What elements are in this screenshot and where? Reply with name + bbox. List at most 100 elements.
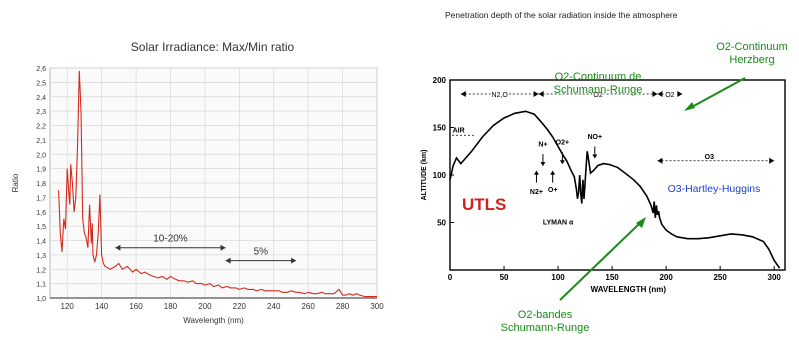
left-y-tick-label: 1,5 [36, 224, 46, 231]
o2-schumann-runge-continuum-label: O2-Continuum de [555, 71, 642, 83]
left-x-tick-label: 180 [164, 302, 178, 311]
bandes-arrow [559, 222, 641, 301]
ion-arrowhead [550, 170, 556, 175]
right-x-tick-label: 0 [448, 273, 453, 282]
annotation-label: 10-20% [153, 234, 188, 245]
left-x-tick-label: 220 [233, 302, 247, 311]
right-x-tick-label: 50 [500, 273, 509, 282]
altitude-curve [449, 110, 781, 269]
herzberg-arrowhead [684, 102, 695, 111]
ion-arrowhead [540, 162, 546, 167]
inner-label: N+ [538, 142, 547, 149]
right-chart-series [449, 110, 781, 269]
ion-arrowhead [533, 170, 539, 175]
right-plot-frame [449, 79, 786, 271]
annotation-arrow-head-right [220, 244, 226, 251]
o2-herzberg-label: O2-Continuum [716, 41, 788, 53]
left-x-axis-label: Wavelength (nm) [183, 316, 244, 325]
range-arrow-left [538, 91, 544, 97]
range-label: O2 [665, 92, 674, 99]
right-y-tick-label: 50 [437, 219, 446, 228]
inner-label: NO+ [588, 134, 603, 141]
right-y-tick-label: 100 [433, 171, 447, 180]
range-arrow-right [652, 91, 658, 97]
right-chart-ticks: 0 50 100 150 200 250 300 50 100 150 200 [433, 76, 782, 282]
left-y-tick-label: 1,4 [36, 239, 46, 246]
inner-label: O+ [548, 187, 558, 194]
left-y-tick-label: 1,0 [36, 296, 46, 303]
range-arrow-left [657, 91, 663, 97]
bandes-arrowhead [636, 217, 646, 228]
left-y-tick-label: 1,3 [36, 253, 46, 260]
o2-bandes-schumann-runge-label: O2-bandes [518, 309, 573, 321]
o3-arrow-left [657, 157, 663, 164]
right-y-tick-label: 150 [433, 124, 447, 133]
left-x-tick-label: 120 [61, 302, 75, 311]
range-arrow-right [677, 91, 683, 97]
left-x-tick-label: 200 [198, 302, 212, 311]
ion-arrowhead [592, 154, 598, 159]
right-chart-title: Penetration depth of the solar radiation… [445, 10, 678, 20]
left-y-tick-label: 1,9 [36, 167, 46, 174]
right-chart-overlays: O2-Continuum deSchumann-RungeO2-Continuu… [462, 41, 788, 334]
range-arrow-left [460, 91, 466, 97]
left-y-tick-label: 1,8 [36, 181, 46, 188]
right-x-tick-label: 250 [713, 273, 727, 282]
range-label: O2 [593, 92, 602, 99]
o2-schumann-runge-continuum-label: Schumann-Runge [554, 84, 643, 96]
left-y-tick-label: 1,2 [36, 267, 46, 274]
utls-label: UTLS [462, 195, 506, 214]
range-label: N2,O [492, 92, 509, 99]
left-x-tick-label: 260 [301, 302, 315, 311]
left-y-tick-label: 2,2 [36, 124, 46, 131]
o2-herzberg-label: Herzberg [729, 54, 774, 66]
left-x-tick-label: 280 [336, 302, 350, 311]
inner-label: LYMAN α [543, 219, 574, 226]
left-y-tick-label: 2,3 [36, 109, 46, 116]
o2-bandes-schumann-runge-label: Schumann-Runge [501, 322, 590, 334]
inner-label: N2+ [530, 189, 543, 196]
left-chart-annotations: 10-20% 5% [115, 234, 297, 264]
left-y-tick-label: 2,4 [36, 95, 46, 102]
right-x-tick-label: 300 [768, 273, 782, 282]
right-x-tick-label: 100 [551, 273, 565, 282]
o3-hartley-huggins-label: O3-Hartley-Huggins [668, 183, 761, 195]
right-x-tick-label: 200 [659, 273, 673, 282]
left-chart-title: Solar Irradiance: Max/Min ratio [130, 40, 295, 54]
annotation-label: 5% [254, 247, 269, 258]
left-y-tick-label: 2,6 [36, 66, 46, 73]
left-x-tick-label: 300 [370, 302, 384, 311]
inner-label: AIR [453, 127, 465, 134]
left-y-tick-label: 1,1 [36, 282, 46, 289]
o3-arrow-right [769, 157, 775, 164]
annotation-arrow-head-left [115, 244, 121, 251]
right-y-axis-label: ALTITUDE (km) [421, 150, 428, 201]
inner-label: O3 [705, 154, 714, 161]
annotation-arrow-head-right [291, 257, 297, 264]
left-ratio-line [58, 70, 377, 298]
left-x-tick-label: 160 [129, 302, 143, 311]
annotation-arrow-head-left [225, 257, 231, 264]
left-y-tick-label: 1,7 [36, 195, 46, 202]
right-x-tick-label: 150 [605, 273, 619, 282]
herzberg-arrow [689, 77, 746, 109]
right-chart-axes [449, 79, 786, 271]
inner-label: O2+ [556, 140, 569, 147]
right-x-axis-label: WAVELENGTH (nm) [591, 285, 667, 294]
left-chart-series [58, 70, 377, 298]
left-chart-ticks: 120 140 160 180 200 220 240 260 280 300 1,0 1,1 1,2 1… [36, 66, 384, 311]
left-y-axis-label: Ratio [11, 173, 20, 192]
left-y-tick-label: 1,6 [36, 210, 46, 217]
left-y-tick-label: 2,1 [36, 138, 46, 145]
left-x-tick-label: 140 [95, 302, 109, 311]
right-chart-inner-labels: AIR N+ O2+ NO+ N2+ O+ LYMAN α O3 [452, 127, 775, 226]
left-x-tick-label: 240 [267, 302, 281, 311]
right-y-tick-label: 200 [433, 76, 447, 85]
left-chart-grid [49, 67, 378, 299]
right-chart-ranges: N2,O O2 O2 [460, 91, 683, 101]
left-y-tick-label: 2,0 [36, 152, 46, 159]
left-y-tick-label: 2,5 [36, 80, 46, 87]
range-arrow-right [533, 91, 539, 97]
